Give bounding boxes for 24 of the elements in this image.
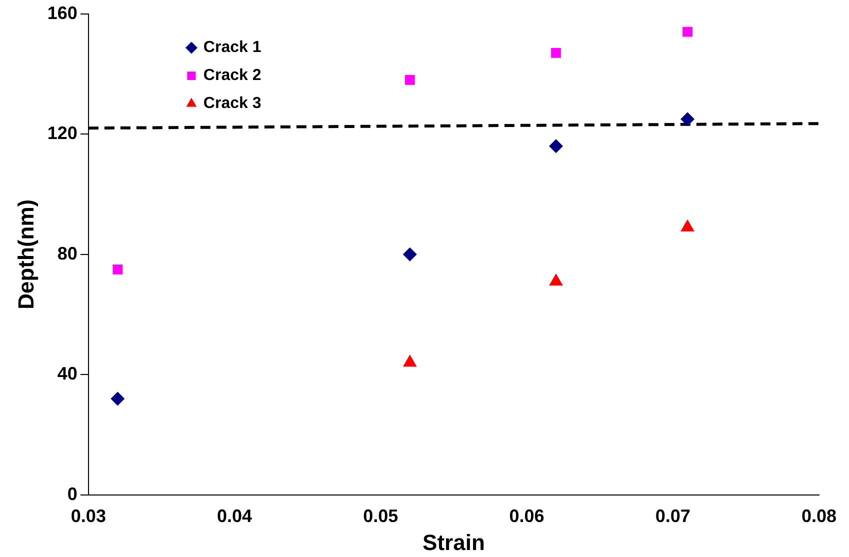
point <box>680 112 694 126</box>
x-tick-label: 0.04 <box>217 506 252 526</box>
point <box>551 48 561 58</box>
x-tick-label: 0.03 <box>70 506 106 526</box>
x-tick-label: 0.06 <box>509 506 544 526</box>
y-tick-label: 0 <box>67 484 78 504</box>
legend-label: Crack 3 <box>203 95 262 112</box>
point <box>682 26 692 37</box>
x-tick-label: 0.07 <box>655 506 690 526</box>
y-tick-label: 40 <box>57 364 78 384</box>
x-axis-title: Strain <box>422 530 485 555</box>
y-tick-label: 80 <box>57 243 78 264</box>
point <box>404 75 415 85</box>
y-tick-label: 160 <box>47 2 78 23</box>
y-tick-label: 120 <box>47 123 78 144</box>
x-tick-label: 0.05 <box>363 506 398 526</box>
legend-label: Crack 1 <box>203 39 262 56</box>
y-axis-title: Depth(nm) <box>13 199 38 310</box>
point <box>402 247 417 262</box>
point <box>548 139 563 154</box>
point <box>112 264 123 274</box>
x-tick-label: 0.08 <box>801 506 837 526</box>
point <box>110 392 125 406</box>
legend-label: Crack 2 <box>203 67 262 84</box>
